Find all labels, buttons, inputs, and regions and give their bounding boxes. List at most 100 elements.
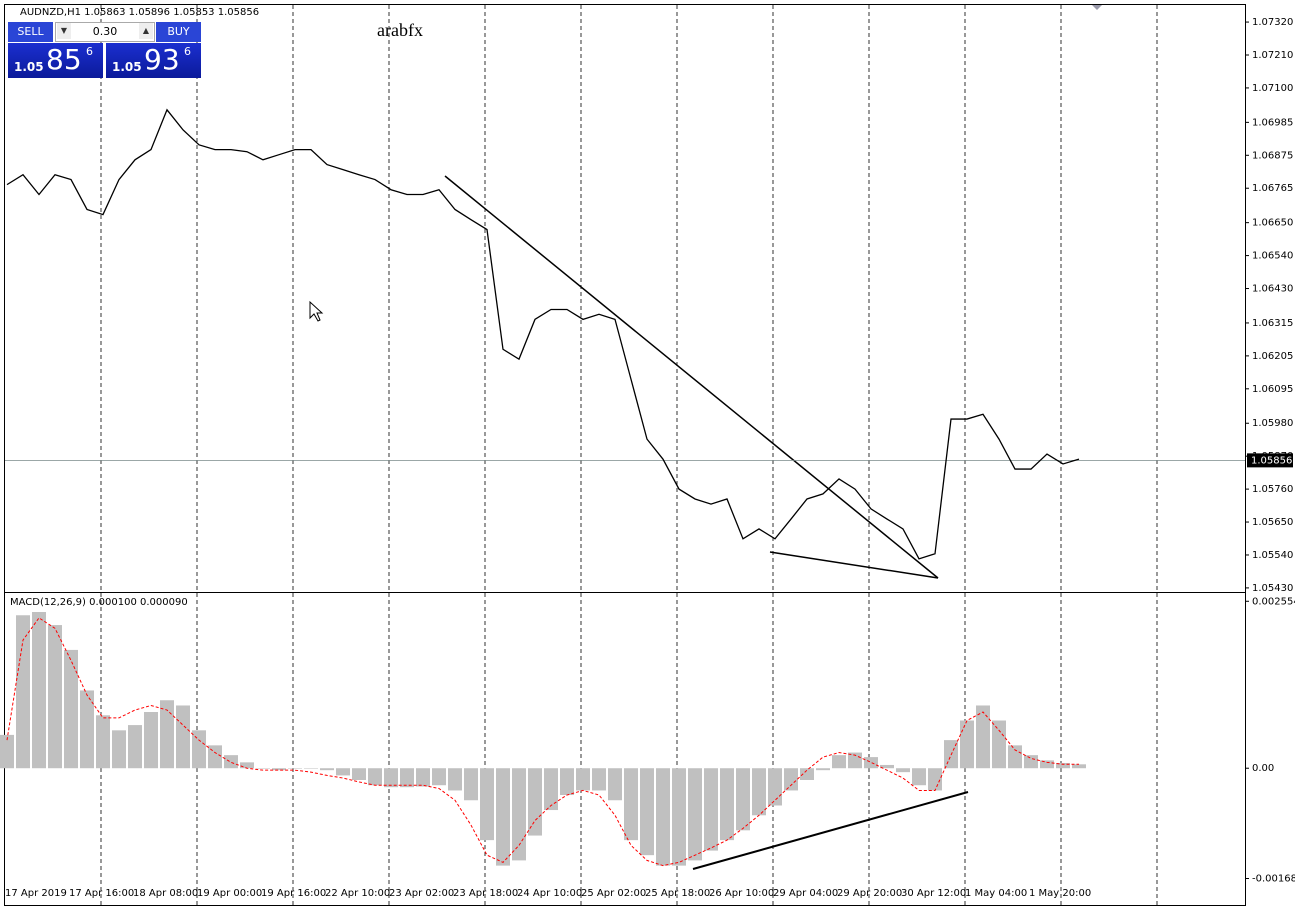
macd-bar <box>64 649 78 769</box>
macd-bar <box>144 712 158 769</box>
buy-price[interactable]: 1.05 93 6 <box>106 43 201 78</box>
macd-bar <box>256 768 270 769</box>
trendline <box>769 551 939 579</box>
volume-up[interactable]: ▲ <box>139 23 153 39</box>
sell-price[interactable]: 1.05 85 6 <box>8 43 103 78</box>
y-tick-label: 0.00 <box>1252 763 1274 774</box>
macd-bar <box>16 615 30 769</box>
macd-bar <box>208 745 222 769</box>
signal-line <box>6 617 1079 867</box>
macd-bar <box>304 768 318 769</box>
macd-bar <box>912 768 926 786</box>
sell-button[interactable]: SELL <box>8 22 53 42</box>
macd-bar <box>48 625 62 769</box>
macd-bar <box>720 768 734 841</box>
macd-title: MACD(12,26,9) 0.000100 0.000090 <box>10 597 188 608</box>
macd-bar <box>352 768 366 780</box>
trade-panel: SELL 0.30 ▼ ▲ BUY 1.05 85 6 1.05 93 6 <box>8 22 201 78</box>
macd-bar <box>1056 762 1070 769</box>
volume-input[interactable]: 0.30 <box>55 22 155 42</box>
macd-bar <box>816 768 830 771</box>
y-tick-label: 1.05430 <box>1252 583 1293 594</box>
x-tick-label: 18 Apr 08:00 <box>133 888 198 899</box>
y-tick-label: 1.06430 <box>1252 284 1293 295</box>
macd-bar <box>528 768 542 836</box>
x-tick-label: 30 Apr 12:00 <box>901 888 966 899</box>
x-tick-label: 1 May 20:00 <box>1029 888 1091 899</box>
macd-bar <box>400 768 414 788</box>
price-big: 1.05 <box>112 60 142 74</box>
macd-bar <box>832 755 846 769</box>
macd-bar <box>384 768 398 788</box>
price-big: 1.05 <box>14 60 44 74</box>
x-tick-label: 26 Apr 10:00 <box>709 888 774 899</box>
chart-header: AUDNZD,H1 1.05863 1.05896 1.05853 1.0585… <box>20 7 259 18</box>
y-tick-label: 1.07100 <box>1252 83 1293 94</box>
macd-bar <box>112 730 126 769</box>
macd-bar <box>432 768 446 786</box>
macd-bar <box>496 768 510 866</box>
y-tick-label: 1.05980 <box>1252 418 1293 429</box>
macd-bar <box>576 768 590 791</box>
macd-bar <box>672 768 686 866</box>
price-line <box>6 108 1080 560</box>
y-tick-label: 1.06205 <box>1252 351 1293 362</box>
macd-bar <box>1024 755 1038 769</box>
x-tick-label: 19 Apr 00:00 <box>197 888 262 899</box>
macd-bar <box>480 768 494 841</box>
macd-bar <box>336 768 350 776</box>
x-tick-label: 19 Apr 16:00 <box>261 888 326 899</box>
current-price-label: 1.05856 <box>1251 455 1292 466</box>
buy-button[interactable]: BUY <box>156 22 201 42</box>
macd-bar <box>624 768 638 841</box>
macd-bar <box>224 755 238 769</box>
y-tick-label: 1.05760 <box>1252 484 1293 495</box>
y-tick-label: 1.05650 <box>1252 517 1293 528</box>
x-tick-label: 22 Apr 10:00 <box>325 888 390 899</box>
macd-bar <box>448 768 462 791</box>
macd-bar <box>240 762 254 769</box>
shift-marker <box>1092 5 1102 10</box>
macd-bar <box>784 768 798 791</box>
volume-down[interactable]: ▼ <box>57 23 71 39</box>
y-tick-label: -0.001687 <box>1252 873 1295 884</box>
x-tick-label: 17 Apr 16:00 <box>69 888 134 899</box>
macd-bar <box>880 764 894 769</box>
x-tick-label: 23 Apr 02:00 <box>389 888 454 899</box>
macd-bar <box>320 768 334 771</box>
macd-bar <box>752 768 766 816</box>
macd-bar <box>928 768 942 791</box>
trendline <box>692 791 969 870</box>
x-tick-label: 17 Apr 2019 <box>5 888 67 899</box>
watermark: arabfx <box>377 20 423 40</box>
macd-bar <box>688 768 702 861</box>
macd-bar <box>416 768 430 787</box>
x-tick-label: 25 Apr 02:00 <box>581 888 646 899</box>
macd-bar <box>640 768 654 856</box>
price-sup: 6 <box>86 45 93 58</box>
y-tick-label: 1.06650 <box>1252 218 1293 229</box>
price-sup: 6 <box>184 45 191 58</box>
macd-bar <box>464 768 478 801</box>
y-tick-label: 1.06095 <box>1252 384 1293 395</box>
macd-bar <box>896 768 910 773</box>
macd-bar <box>272 768 286 771</box>
macd-bar <box>544 768 558 811</box>
y-tick-label: 1.06540 <box>1252 251 1293 262</box>
trendline <box>444 175 939 579</box>
macd-bar <box>0 734 14 769</box>
macd-bar <box>368 768 382 786</box>
macd-bar <box>160 700 174 769</box>
macd-bar <box>288 768 302 769</box>
macd-bar <box>1040 760 1054 769</box>
y-tick-label: 1.05540 <box>1252 550 1293 561</box>
macd-bar <box>704 768 718 851</box>
y-tick-label: 1.07320 <box>1252 17 1293 28</box>
macd-bar <box>992 720 1006 769</box>
y-tick-label: 1.06875 <box>1252 150 1293 161</box>
x-tick-label: 23 Apr 18:00 <box>453 888 518 899</box>
y-tick-label: 1.07210 <box>1252 50 1293 61</box>
y-tick-label: 1.06765 <box>1252 183 1293 194</box>
macd-bar <box>1072 764 1086 769</box>
